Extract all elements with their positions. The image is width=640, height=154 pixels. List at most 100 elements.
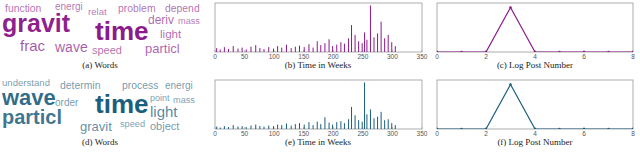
bar bbox=[332, 125, 333, 129]
bar bbox=[233, 46, 234, 52]
bar bbox=[299, 123, 300, 129]
bar bbox=[228, 127, 229, 129]
bar bbox=[348, 119, 349, 129]
marker bbox=[460, 51, 462, 52]
x-tick-label: 50 bbox=[241, 130, 249, 137]
x-tick-label: 4 bbox=[533, 53, 537, 60]
bar bbox=[313, 48, 314, 52]
marker bbox=[509, 83, 511, 85]
word: depend bbox=[165, 3, 200, 14]
bar bbox=[355, 115, 356, 129]
bar bbox=[384, 38, 385, 52]
bar bbox=[351, 25, 352, 52]
x-tick-label: 8 bbox=[631, 130, 635, 137]
panel-1: (b) Time in Weeks050100150200250300350 bbox=[213, 3, 428, 70]
marker bbox=[485, 128, 487, 129]
word: mass bbox=[178, 16, 200, 26]
marks bbox=[437, 6, 633, 52]
bar bbox=[259, 126, 260, 129]
bar bbox=[220, 128, 221, 129]
bar bbox=[374, 118, 375, 129]
plot-frame bbox=[215, 3, 422, 52]
x-tick-label: 300 bbox=[387, 130, 398, 137]
plot-frame bbox=[437, 80, 633, 129]
word: object bbox=[150, 120, 179, 132]
marker bbox=[460, 128, 462, 129]
panel-5: (f) Log Post Number02468 bbox=[435, 80, 635, 147]
bar bbox=[320, 124, 321, 129]
x-tick-label: 6 bbox=[582, 53, 586, 60]
word: light bbox=[160, 27, 182, 40]
x-tick-label: 4 bbox=[533, 130, 537, 137]
panel-2: (c) Log Post Number02468 bbox=[435, 3, 635, 70]
word: time bbox=[95, 16, 148, 46]
word: relat bbox=[88, 6, 107, 17]
bar bbox=[374, 37, 375, 52]
line bbox=[437, 7, 633, 52]
bar bbox=[388, 35, 389, 52]
bar bbox=[324, 117, 325, 129]
x-tick-label: 350 bbox=[417, 53, 428, 60]
marker bbox=[632, 128, 633, 129]
x-tick bbox=[215, 127, 216, 129]
word: speed bbox=[120, 119, 145, 129]
marks bbox=[216, 82, 396, 129]
bar bbox=[362, 122, 363, 129]
bar bbox=[324, 43, 325, 52]
word: energi bbox=[165, 80, 193, 91]
x-tick-label: 8 bbox=[631, 53, 635, 60]
bar bbox=[299, 46, 300, 52]
bar bbox=[355, 35, 356, 52]
caption: (b) Time in Weeks bbox=[285, 60, 352, 70]
marker bbox=[607, 128, 609, 129]
word: speed bbox=[92, 44, 122, 56]
bar bbox=[268, 126, 269, 129]
word: particl bbox=[2, 106, 62, 128]
marks bbox=[437, 83, 633, 129]
bar bbox=[391, 42, 392, 52]
bar bbox=[216, 48, 217, 52]
x-tick bbox=[274, 127, 275, 129]
x-tick-label: 300 bbox=[387, 53, 398, 60]
x-tick-label: 250 bbox=[357, 53, 368, 60]
bar bbox=[273, 49, 274, 52]
bar bbox=[255, 45, 256, 52]
marker bbox=[534, 51, 536, 52]
caption: (c) Log Post Number bbox=[497, 60, 573, 70]
caption: (f) Log Post Number bbox=[497, 137, 572, 147]
x-tick-label: 0 bbox=[213, 130, 217, 137]
bar bbox=[329, 123, 330, 129]
x-tick-label: 200 bbox=[328, 130, 339, 137]
bar bbox=[362, 43, 363, 52]
marker bbox=[509, 6, 511, 8]
bar bbox=[381, 112, 382, 129]
word: wave bbox=[54, 39, 88, 55]
bar bbox=[320, 45, 321, 52]
bar bbox=[291, 48, 292, 52]
bar bbox=[277, 125, 278, 129]
bar bbox=[281, 125, 282, 129]
x-tick-label: 0 bbox=[435, 130, 439, 137]
marker bbox=[437, 128, 438, 129]
bar bbox=[313, 125, 314, 129]
x-tick-label: 100 bbox=[269, 130, 280, 137]
bar bbox=[273, 126, 274, 129]
bar bbox=[246, 127, 247, 129]
word: particl bbox=[145, 41, 180, 56]
bar bbox=[286, 124, 287, 129]
x-tick-label: 0 bbox=[213, 53, 217, 60]
bar bbox=[233, 125, 234, 129]
figure: (a) Wordstimegravitfracwaveparticlderivl… bbox=[0, 0, 640, 154]
bar bbox=[388, 119, 389, 129]
x-tick bbox=[422, 50, 423, 52]
plot-frame bbox=[215, 80, 422, 129]
bar bbox=[308, 44, 309, 52]
word: time bbox=[95, 89, 148, 119]
bar bbox=[391, 123, 392, 129]
bar bbox=[304, 125, 305, 129]
marker bbox=[485, 51, 487, 52]
word: understand bbox=[2, 77, 50, 88]
marker bbox=[583, 51, 585, 52]
x-tick bbox=[244, 127, 245, 129]
bar bbox=[370, 109, 371, 129]
